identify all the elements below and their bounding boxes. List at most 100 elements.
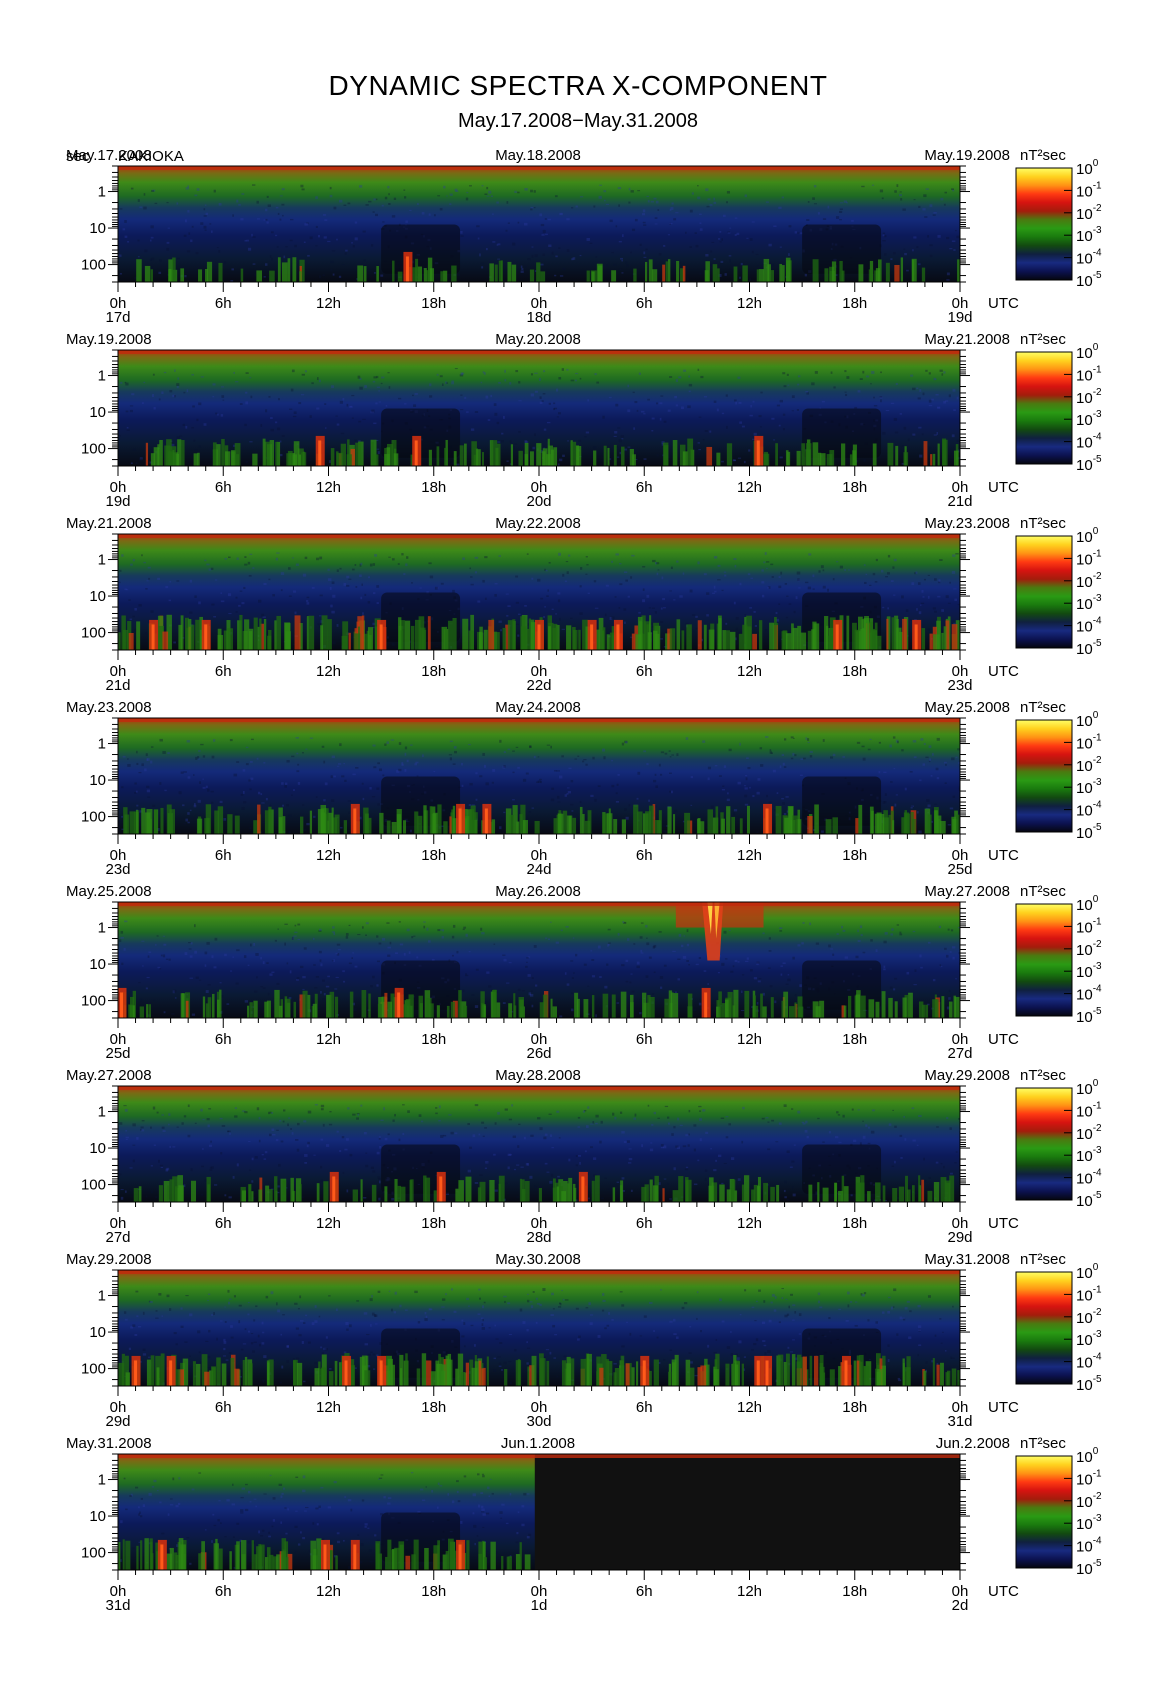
panel-date-mid: May.24.2008 bbox=[495, 699, 581, 716]
colorbar-tick-label: 10-2 bbox=[1076, 203, 1102, 223]
colorbar-tick-label: 10-2 bbox=[1076, 571, 1102, 591]
colorbar-tick-label: 10-1 bbox=[1076, 364, 1102, 384]
x-tick-label: 12h bbox=[737, 1031, 762, 1048]
panel-date-mid: May.20.2008 bbox=[495, 331, 581, 348]
colorbar-tick-label: 10-3 bbox=[1076, 1329, 1102, 1349]
day-label: 1d bbox=[531, 1597, 548, 1614]
colorbar-tick-label: 10-4 bbox=[1076, 800, 1102, 820]
x-tick-label: 6h bbox=[215, 1215, 232, 1232]
colorbar bbox=[1015, 1087, 1073, 1201]
colorbar-tick-label: 100 bbox=[1076, 710, 1099, 730]
x-tick-label: 0h bbox=[531, 479, 548, 496]
panel-date-right: May.19.2008 bbox=[924, 147, 1010, 164]
x-tick-label: 6h bbox=[636, 1215, 653, 1232]
spectrogram-panel-1: May.17.2008 May.18.2008 May.19.2008 1 10 100 0… bbox=[66, 147, 1102, 326]
spectrogram-panel-6: May.27.2008 May.28.2008 May.29.2008 1 10 100 0… bbox=[66, 1067, 1102, 1246]
utc-label: UTC bbox=[988, 1031, 1019, 1048]
colorbar bbox=[1015, 1271, 1073, 1385]
y-tick-label: 10 bbox=[89, 772, 106, 789]
x-tick-label: 12h bbox=[737, 479, 762, 496]
panel-date-left: May.27.2008 bbox=[66, 1067, 152, 1084]
colorbar-tick-label: 100 bbox=[1076, 158, 1099, 178]
utc-label: UTC bbox=[988, 847, 1019, 864]
colorbar-tick-label: 10-1 bbox=[1076, 548, 1102, 568]
x-tick-label: 18h bbox=[842, 1399, 867, 1416]
x-tick-label: 0h bbox=[110, 1583, 127, 1600]
colorbar-tick-label: 10-5 bbox=[1076, 1190, 1102, 1210]
day-label: 27d bbox=[947, 1045, 972, 1062]
x-tick-label: 0h bbox=[952, 847, 969, 864]
y-tick-label: 10 bbox=[89, 956, 106, 973]
y-tick-label: 100 bbox=[81, 993, 106, 1010]
y-tick-label: 1 bbox=[98, 1104, 106, 1121]
x-tick-label: 0h bbox=[952, 295, 969, 312]
chart-title: DYNAMIC SPECTRA X-COMPONENT bbox=[328, 70, 828, 101]
colorbar bbox=[1015, 535, 1073, 649]
x-tick-label: 12h bbox=[737, 1215, 762, 1232]
panel-date-mid: May.30.2008 bbox=[495, 1251, 581, 1268]
x-tick-label: 18h bbox=[421, 1583, 446, 1600]
x-tick-label: 0h bbox=[531, 847, 548, 864]
x-tick-label: 0h bbox=[110, 1031, 127, 1048]
utc-label: UTC bbox=[988, 479, 1019, 496]
x-tick-label: 6h bbox=[215, 1583, 232, 1600]
x-tick-label: 0h bbox=[531, 1583, 548, 1600]
panel-date-right: May.31.2008 bbox=[924, 1251, 1010, 1268]
colorbar-tick-label: 10-5 bbox=[1076, 1006, 1102, 1026]
x-tick-label: 6h bbox=[636, 1031, 653, 1048]
colorbar-tick-label: 10-1 bbox=[1076, 1284, 1102, 1304]
x-tick-label: 0h bbox=[952, 1215, 969, 1232]
x-tick-label: 18h bbox=[842, 847, 867, 864]
x-tick-label: 12h bbox=[316, 1583, 341, 1600]
colorbar-tick-label: 10-1 bbox=[1076, 732, 1102, 752]
chart-subtitle: May.17.2008−May.31.2008 bbox=[458, 110, 698, 132]
colorbar-tick-label: 10-3 bbox=[1076, 1145, 1102, 1165]
colorbar-tick-label: 10-2 bbox=[1076, 939, 1102, 959]
y-tick-label: 10 bbox=[89, 220, 106, 237]
colorbar-tick-label: 10-4 bbox=[1076, 1168, 1102, 1188]
x-tick-label: 18h bbox=[421, 847, 446, 864]
x-tick-label: 0h bbox=[952, 479, 969, 496]
x-tick-label: 18h bbox=[421, 1031, 446, 1048]
panel-date-left: May.23.2008 bbox=[66, 699, 152, 716]
colorbar-tick-label: 10-4 bbox=[1076, 984, 1102, 1004]
day-label: 26d bbox=[526, 1045, 551, 1062]
x-tick-label: 6h bbox=[636, 295, 653, 312]
x-tick-label: 18h bbox=[842, 479, 867, 496]
y-tick-label: 10 bbox=[89, 404, 106, 421]
panel-date-mid: May.22.2008 bbox=[495, 515, 581, 532]
day-label: 27d bbox=[105, 1229, 130, 1246]
colorbar-tick-label: 10-4 bbox=[1076, 616, 1102, 636]
y-tick-label: 100 bbox=[81, 809, 106, 826]
y-tick-label: 100 bbox=[81, 1545, 106, 1562]
colorbar-tick-label: 10-5 bbox=[1076, 454, 1102, 474]
colorbar-tick-label: 10-2 bbox=[1076, 1123, 1102, 1143]
panel-date-mid: May.18.2008 bbox=[495, 147, 581, 164]
x-tick-label: 12h bbox=[316, 295, 341, 312]
x-tick-label: 18h bbox=[421, 1215, 446, 1232]
colorbar-tick-label: 10-3 bbox=[1076, 1513, 1102, 1533]
x-tick-label: 18h bbox=[842, 663, 867, 680]
colorbar-unit: nT²sec bbox=[1020, 883, 1066, 900]
x-tick-label: 0h bbox=[110, 1215, 127, 1232]
panel-date-mid: Jun.1.2008 bbox=[501, 1435, 575, 1452]
y-tick-label: 1 bbox=[98, 920, 106, 937]
x-tick-label: 6h bbox=[636, 847, 653, 864]
colorbar-tick-label: 10-4 bbox=[1076, 248, 1102, 268]
x-tick-label: 0h bbox=[110, 847, 127, 864]
day-label: 23d bbox=[105, 861, 130, 878]
y-tick-label: 10 bbox=[89, 588, 106, 605]
colorbar-tick-label: 10-1 bbox=[1076, 916, 1102, 936]
x-tick-label: 6h bbox=[636, 479, 653, 496]
x-tick-label: 12h bbox=[737, 295, 762, 312]
panel-date-left: May.17.2008 bbox=[66, 147, 152, 164]
x-tick-label: 12h bbox=[316, 1031, 341, 1048]
day-label: 22d bbox=[526, 677, 551, 694]
y-tick-label: 1 bbox=[98, 1472, 106, 1489]
colorbar-tick-label: 10-2 bbox=[1076, 755, 1102, 775]
panel-date-mid: May.28.2008 bbox=[495, 1067, 581, 1084]
day-label: 25d bbox=[105, 1045, 130, 1062]
x-tick-label: 0h bbox=[531, 1215, 548, 1232]
x-tick-label: 6h bbox=[636, 1583, 653, 1600]
day-label: 24d bbox=[526, 861, 551, 878]
